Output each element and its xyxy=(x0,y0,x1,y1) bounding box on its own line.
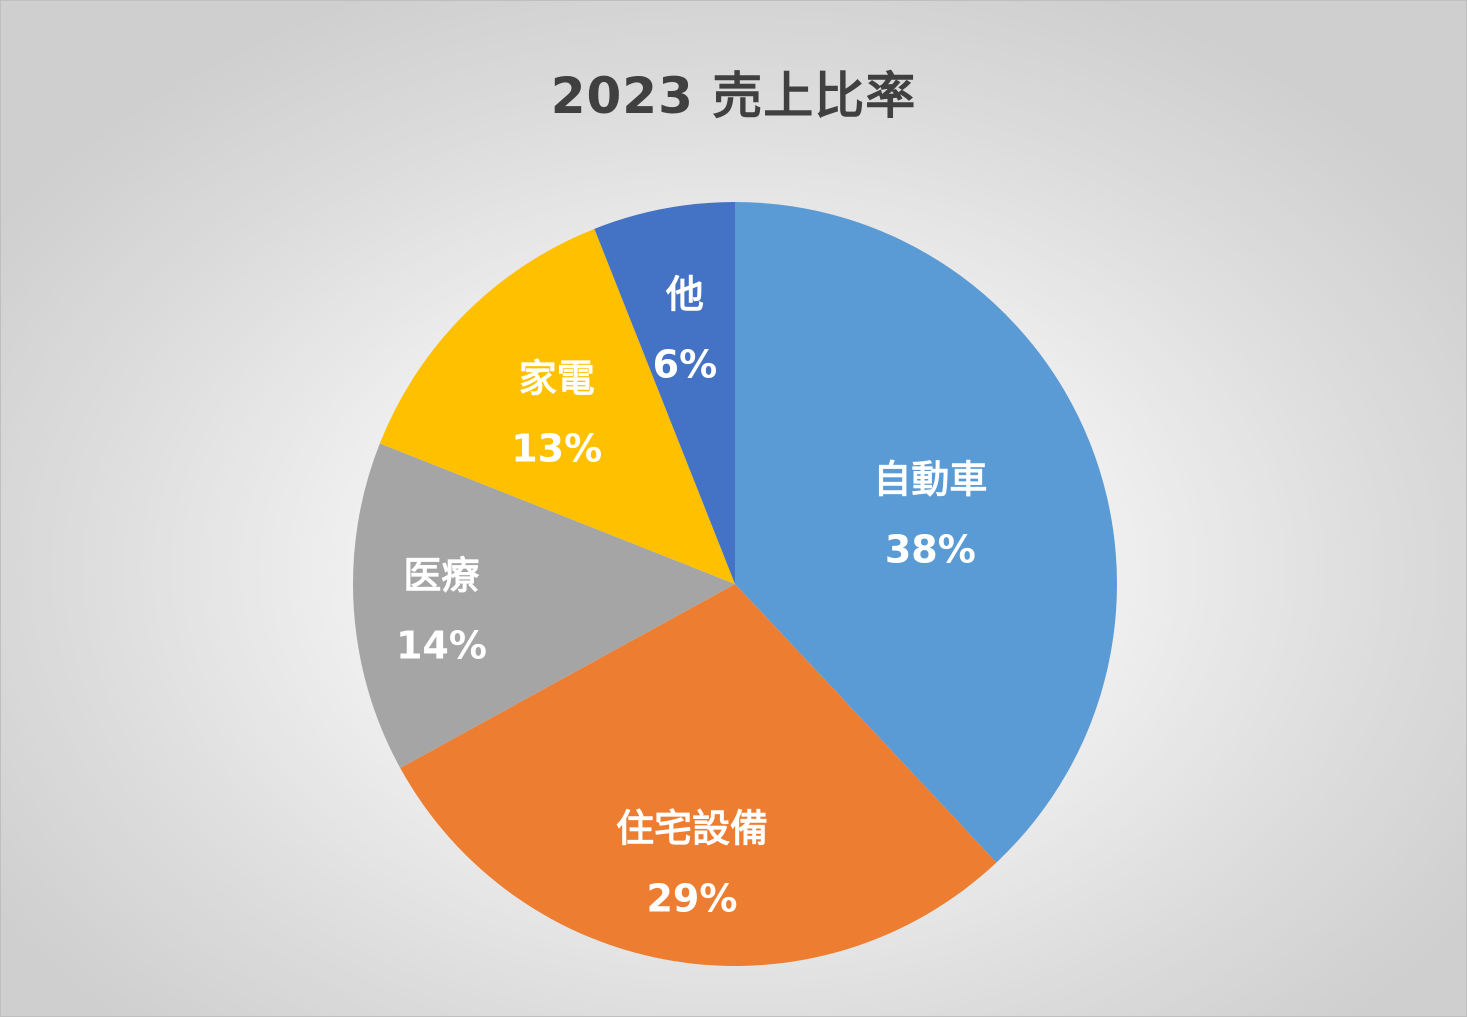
slice-value-label-automobile: 38% xyxy=(885,528,976,572)
slice-value-label-medical: 14% xyxy=(396,623,487,667)
slice-category-label-housing-equipment: 住宅設備 xyxy=(616,807,768,851)
pie-slice-other xyxy=(594,202,735,584)
slice-category-label-medical: 医療 xyxy=(403,553,480,597)
pie-slice-automobile xyxy=(735,202,1117,863)
slice-value-label-other: 6% xyxy=(653,342,718,386)
slice-category-label-home-appliance: 家電 xyxy=(519,357,595,401)
pie-slice-medical xyxy=(353,443,735,769)
slice-value-label-home-appliance: 13% xyxy=(511,427,602,471)
slice-value-label-housing-equipment: 29% xyxy=(646,877,737,921)
slice-category-label-other: 他 xyxy=(665,272,704,316)
chart-title: 2023 売上比率 xyxy=(550,67,917,125)
pie-slice-housing-equipment xyxy=(400,584,997,966)
slice-category-label-automobile: 自動車 xyxy=(873,458,987,502)
pie-slice-home-appliance xyxy=(379,228,735,584)
